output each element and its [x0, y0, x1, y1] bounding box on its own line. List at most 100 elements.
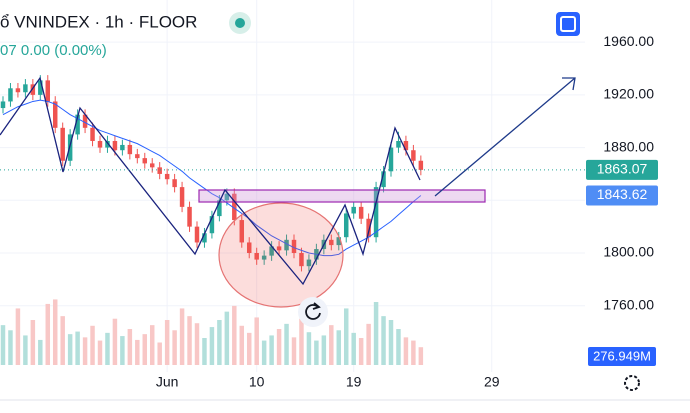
volume-bar — [194, 323, 200, 365]
candle-body — [329, 239, 334, 246]
candle-body — [30, 84, 36, 95]
volume-bar — [52, 299, 58, 365]
candle-body — [239, 220, 245, 243]
volume-bar — [172, 330, 177, 365]
volume-bar — [306, 332, 312, 365]
volume-bar — [45, 303, 51, 365]
y-tick-label: 1800.00 — [603, 244, 654, 260]
candle-body — [373, 187, 379, 238]
volume-bar — [232, 305, 237, 365]
volume-bar — [23, 335, 28, 365]
volume-bar — [276, 329, 282, 365]
last-price-box — [586, 159, 658, 180]
volume-bar — [254, 317, 259, 365]
volume-bar — [157, 342, 162, 365]
circle-drawing — [218, 202, 344, 308]
candle-body — [276, 246, 282, 251]
fullscreen-icon — [560, 16, 576, 32]
candle-body — [60, 127, 65, 161]
candle-body — [187, 206, 192, 227]
x-tick-label: 10 — [249, 374, 265, 390]
volume-bar — [209, 327, 215, 365]
volume-bar — [351, 332, 356, 365]
candle-body — [90, 127, 95, 141]
status-dot — [235, 18, 245, 28]
volume-bar — [291, 337, 297, 365]
candle-body — [172, 179, 177, 188]
candle-body — [149, 163, 155, 168]
volume-bar — [373, 302, 379, 365]
candle-body — [284, 239, 289, 251]
candle-body — [217, 200, 222, 217]
arrow-head — [562, 77, 576, 91]
candle-body — [202, 233, 207, 243]
candle-body — [179, 187, 185, 207]
candle-body — [135, 154, 140, 159]
volume-bar — [120, 336, 125, 365]
arrow-line — [434, 77, 576, 197]
volume-bar — [224, 311, 230, 365]
candle-body — [351, 206, 356, 214]
candle-body — [343, 213, 349, 238]
candle-body — [269, 246, 274, 256]
volume-bar — [0, 325, 6, 365]
volume-bar — [60, 316, 65, 365]
candle-body — [82, 114, 88, 128]
ma-price-label: 1843.62 — [597, 186, 648, 202]
x-tick-label: 29 — [484, 374, 500, 390]
ma-price-box — [586, 185, 658, 206]
volume-bar — [105, 332, 110, 365]
candle-body — [232, 193, 237, 221]
candle-body — [142, 158, 148, 164]
volume-bar — [329, 325, 334, 365]
y-tick-label: 1760.00 — [603, 296, 654, 312]
volume-bar — [179, 308, 185, 365]
volume-bar — [135, 339, 140, 365]
candle-body — [336, 237, 342, 246]
candle-body — [396, 140, 401, 148]
candle-body — [306, 259, 312, 267]
zone-drawing — [198, 189, 486, 203]
reset-button[interactable] — [298, 297, 328, 327]
volume-bar — [246, 332, 252, 365]
last-price-label: 1863.07 — [597, 161, 648, 177]
volume-bar — [403, 337, 409, 365]
fullscreen-button[interactable] — [556, 12, 580, 36]
candle-body — [45, 80, 51, 102]
candle-body — [358, 206, 364, 219]
y-tick-label: 1960.00 — [603, 33, 654, 49]
volume-bar — [82, 337, 88, 365]
candle-body — [209, 216, 215, 234]
candle-body — [388, 147, 394, 172]
volume-bar — [30, 320, 36, 365]
moving-average — [2, 99, 422, 257]
volume-bar — [38, 339, 43, 365]
volume-bar — [343, 308, 349, 365]
volume-bar — [358, 338, 364, 365]
volume-bar — [366, 323, 371, 365]
reset-arrow — [312, 302, 321, 310]
volume-bar — [97, 340, 103, 365]
candle-body — [254, 252, 259, 260]
volume-bar — [388, 320, 394, 365]
chart-subtitle: 07 0.00 (0.00%) — [0, 42, 107, 59]
settings-button[interactable] — [624, 375, 640, 391]
candle-body — [403, 140, 409, 151]
candle-body — [164, 173, 170, 180]
volume-bar — [67, 334, 73, 365]
candle-body — [418, 160, 424, 170]
candle-body — [366, 218, 371, 238]
volume-label: 276.949M — [593, 348, 651, 363]
volume-bar — [8, 330, 13, 365]
volume-bar — [75, 331, 80, 365]
candle-body — [411, 150, 416, 161]
volume-bar — [299, 318, 304, 365]
candle-body — [157, 167, 162, 174]
candle-body — [0, 101, 6, 109]
volume-bar — [239, 325, 245, 365]
candle-body — [38, 80, 43, 95]
candle-layer — [0, 75, 424, 272]
candle-body — [97, 140, 103, 148]
